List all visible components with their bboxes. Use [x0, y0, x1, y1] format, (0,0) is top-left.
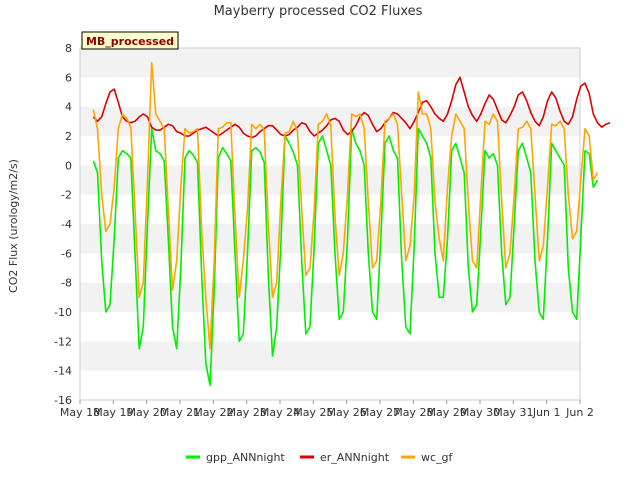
y-tick-label: -12	[54, 335, 72, 348]
legend-label: gpp_ANNnight	[206, 451, 285, 464]
grid-band	[80, 224, 580, 254]
x-tick-label: May 23	[227, 406, 267, 419]
x-tick-label: May 31	[493, 406, 533, 419]
y-tick-label: -8	[61, 277, 72, 290]
x-tick-label: May 25	[293, 406, 333, 419]
y-axis-label: CO2 Flux (urology/m2/s)	[7, 159, 20, 293]
x-tick-label: Jun 1	[532, 406, 561, 419]
legend-label: er_ANNnight	[320, 451, 390, 464]
grid-bands	[80, 48, 580, 400]
y-tick-label: 6	[65, 71, 72, 84]
legend: gpp_ANNnight er_ANNnight wc_gf	[186, 451, 454, 464]
x-tick-label: May 29	[427, 406, 467, 419]
badge-label: MB_processed	[86, 35, 174, 48]
x-tick-label: May 18	[60, 406, 100, 419]
grid-band	[80, 194, 580, 224]
series-layer	[92, 61, 611, 387]
y-tick-label: -16	[54, 394, 72, 407]
y-tick-label: -10	[54, 306, 72, 319]
x-tick-label: May 28	[393, 406, 433, 419]
grid-band	[80, 77, 580, 107]
y-tick-label: 0	[65, 159, 72, 172]
y-tick-label: 2	[65, 130, 72, 143]
grid-band	[80, 165, 580, 195]
x-tick-label: May 26	[327, 406, 367, 419]
dataset-badge: MB_processed	[81, 31, 179, 50]
x-tick-label: May 24	[260, 406, 300, 419]
x-tick-label: Jun 2	[565, 406, 594, 419]
x-tick-label: May 22	[193, 406, 233, 419]
series-line-gpp_ANNnight	[92, 127, 599, 387]
grid-band	[80, 341, 580, 371]
grid-band	[80, 370, 580, 400]
legend-label: wc_gf	[421, 451, 454, 464]
grid-band	[80, 253, 580, 283]
y-tick-label: 4	[65, 101, 72, 114]
grid-band	[80, 282, 580, 312]
grid-band	[80, 312, 580, 342]
y-tick-label: -14	[54, 365, 72, 378]
grid-band	[80, 48, 580, 78]
chart-title: Mayberry processed CO2 Fluxes	[214, 4, 423, 19]
plot-frame	[79, 47, 581, 401]
y-axis-ticks: -16 -14 -12 -10 -8 -6 -4 -2 0 2 4 6 8	[54, 42, 72, 407]
y-tick-label: -4	[61, 218, 72, 231]
y-tick-label: -2	[61, 189, 72, 202]
x-tick-label: May 20	[127, 406, 167, 419]
x-tick-label: May 21	[160, 406, 200, 419]
series-line-wc_gf	[92, 61, 599, 350]
plot-area	[79, 47, 611, 401]
x-tick-label: May 19	[93, 406, 133, 419]
badge-box	[81, 31, 179, 50]
series-line-er_ANNnight	[92, 76, 611, 139]
x-tick-label: May 27	[360, 406, 400, 419]
y-tick-label: -6	[61, 247, 72, 260]
y-tick-label: 8	[65, 42, 72, 55]
x-tick-label: May 30	[460, 406, 500, 419]
